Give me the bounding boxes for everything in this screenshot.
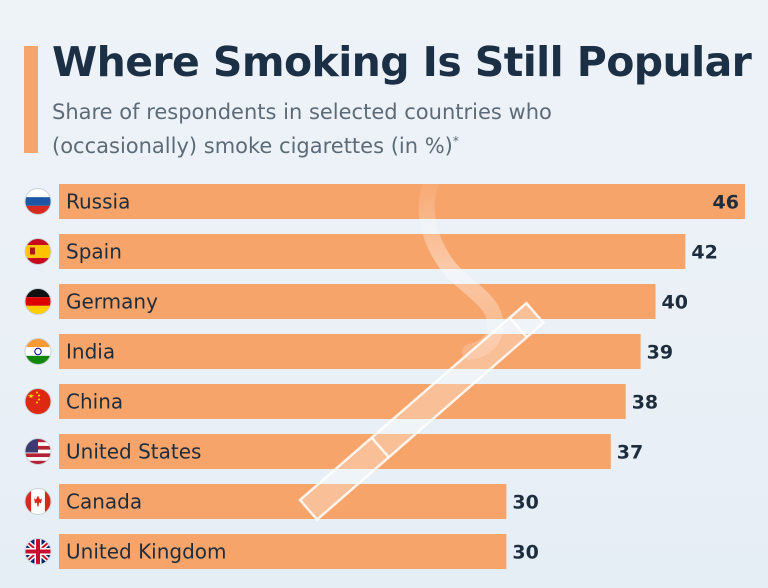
value-label-spain: 42 — [691, 242, 717, 264]
category-label-russia: Russia — [66, 190, 130, 214]
china-flag-icon — [24, 388, 52, 415]
bar-canada — [59, 484, 507, 519]
category-label-canada: Canada — [66, 490, 142, 514]
cigarette-decoration — [298, 172, 546, 522]
bar-india — [59, 334, 641, 369]
bar-china — [59, 384, 626, 419]
value-label-germany: 40 — [662, 292, 688, 314]
smoke-trail — [418, 172, 504, 360]
value-label-russia: 46 — [713, 192, 739, 214]
category-label-china: China — [66, 390, 123, 414]
value-label-china: 38 — [632, 392, 658, 414]
india-flag-icon — [24, 338, 52, 365]
bar-germany — [59, 284, 656, 319]
category-label-united-kingdom: United Kingdom — [66, 540, 227, 564]
russia-flag-icon — [24, 188, 52, 215]
accent-bar — [24, 46, 38, 153]
footnote-marker: * — [452, 134, 459, 148]
bar-united-kingdom — [59, 534, 507, 569]
value-label-canada: 30 — [512, 492, 538, 514]
germany-flag-icon — [24, 288, 52, 315]
usa-flag-icon — [24, 438, 52, 465]
value-label-united-kingdom: 30 — [512, 542, 538, 564]
bar-spain — [59, 234, 686, 269]
cigarette-icon — [298, 301, 546, 522]
value-label-united-states: 37 — [617, 442, 643, 464]
chart-subtitle: Share of respondents in selected countri… — [52, 98, 612, 161]
canada-flag-icon — [24, 488, 52, 515]
bar-russia — [59, 184, 745, 219]
chart-title: Where Smoking Is Still Popular — [52, 38, 752, 86]
category-label-united-states: United States — [66, 440, 201, 464]
labels-layer: Russia 46 Spain 42 Germany 40 India 39 China 38 Un… — [24, 188, 739, 565]
bars-layer — [59, 184, 745, 569]
category-label-spain: Spain — [66, 240, 122, 264]
category-label-germany: Germany — [66, 290, 158, 314]
subtitle-text: Share of respondents in selected countri… — [52, 100, 552, 158]
value-label-india: 39 — [647, 342, 673, 364]
category-label-india: India — [66, 340, 115, 364]
spain-flag-icon — [24, 238, 52, 265]
bar-united-states — [59, 434, 611, 469]
uk-flag-icon — [24, 538, 52, 565]
